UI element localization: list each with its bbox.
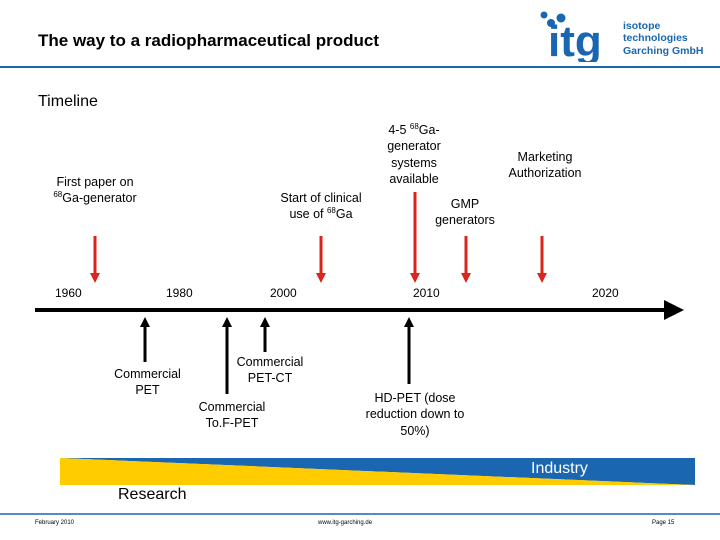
label-first-paper: First paper on 68Ga-generator	[53, 175, 137, 206]
logo-mark-text: itg	[548, 17, 602, 62]
label-marketing-authorization: Marketing Authorization	[508, 150, 582, 181]
logo-line-1: isotope	[623, 20, 661, 32]
industry-label: Industry	[531, 460, 588, 477]
label-commercial-pet: Commercial PET	[114, 367, 181, 398]
footer-website: www.itg-garching.de	[318, 520, 373, 526]
label-hd-pet: HD-PET (dose reduction down to 50%)	[365, 391, 465, 438]
year-label-1980: 1980	[166, 286, 193, 300]
year-label-2000: 2000	[270, 286, 297, 300]
label-commercial-pet-ct: Commercial PET-CT	[236, 355, 304, 386]
itg-logo-mark: itg	[540, 11, 602, 66]
year-label-2010: 2010	[413, 286, 440, 300]
footer-page-number: Page 15	[652, 520, 675, 526]
timeline-axis-arrowhead	[664, 300, 684, 320]
itg-logo: itg isotope technologies Garching GmbH	[538, 10, 714, 66]
label-commercial-tof-pet: Commercial To.F-PET	[198, 400, 266, 431]
label-clinical-use: Start of clinical use of 68Ga	[280, 191, 362, 222]
research-label: Research	[118, 486, 187, 503]
logo-line-3: Garching GmbH	[623, 44, 704, 57]
title-divider	[0, 66, 720, 68]
year-label-1960: 1960	[55, 286, 82, 300]
footer-date: February 2010	[35, 520, 75, 526]
year-label-2020: 2020	[592, 286, 619, 300]
label-gmp-generators: GMP generators	[435, 197, 495, 228]
section-heading: Timeline	[38, 93, 98, 110]
label-generator-systems: 4-5 68Ga- generator systems available	[387, 122, 441, 186]
research-wedge	[60, 458, 695, 485]
slide-title: The way to a radiopharmaceutical product	[38, 31, 380, 50]
logo-line-2: technologies	[623, 32, 688, 45]
